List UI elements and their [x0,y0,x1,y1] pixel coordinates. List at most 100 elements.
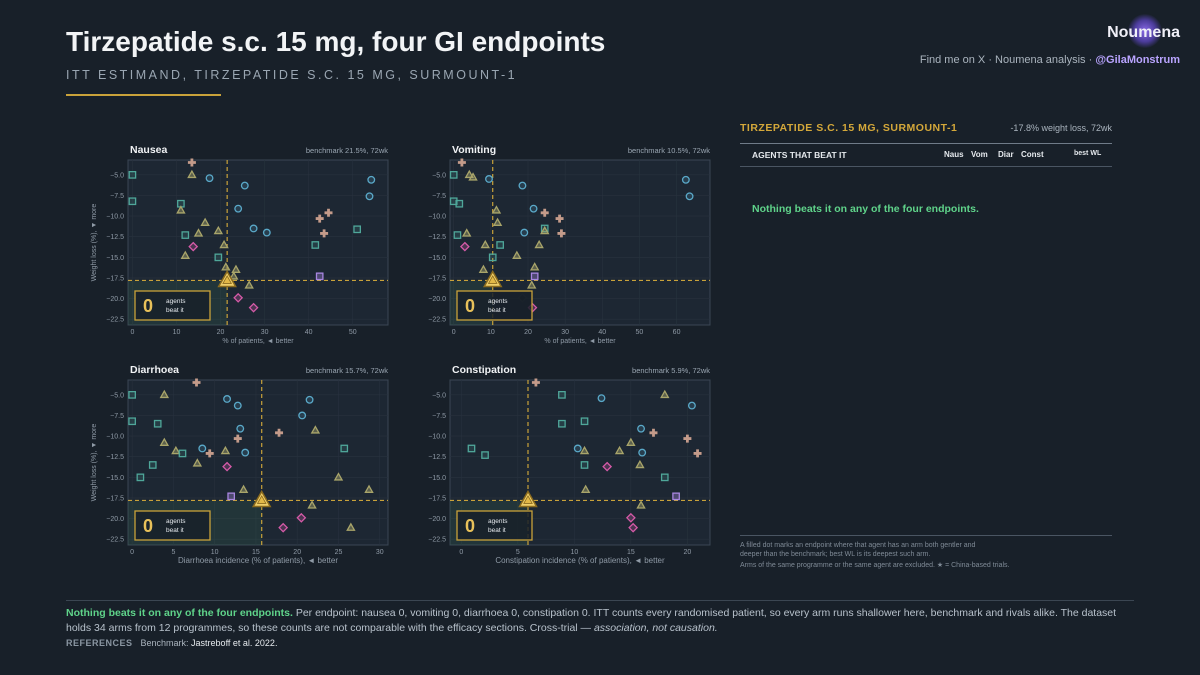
data-point-29 [307,500,317,509]
data-point-14 [492,217,503,226]
data-point-20 [635,459,645,469]
data-point-29 [315,272,324,281]
benchmark-marker-inner [523,495,533,504]
x-tick-label: 10 [173,329,181,336]
data-point-10 [529,204,538,213]
data-point-2 [660,389,670,399]
y-tick-label: −20.0 [106,296,124,303]
y-tick-label: −20.0 [106,516,124,523]
benchmark-marker-inner [222,275,233,284]
data-point-30 [296,512,307,523]
data-point-0 [457,158,466,167]
data-point-13 [555,214,564,223]
col-diarrhoea: Diar [998,150,1014,159]
data-point-30 [527,280,537,289]
count-box [134,290,211,321]
data-point-6 [681,175,690,184]
count-label-1: agents [488,518,508,525]
agents-table-header: AGENTS THAT BEAT IT Naus Vom Diar Const … [740,143,1112,167]
chart-title: Constipation [452,364,516,376]
y-tick-label: −10.0 [106,214,124,221]
note-line-2: deeper than the benchmark; best WL is it… [740,551,931,558]
data-point-3 [597,394,606,403]
data-point-21 [192,458,203,467]
data-point-6 [580,417,589,426]
data-point-19 [602,461,613,472]
x-tick-label: 15 [252,549,260,556]
y-tick-label: −22.5 [428,537,446,544]
data-point-24 [136,473,145,482]
x-axis-label: Constipation incidence (% of patients), … [495,556,665,565]
data-point-2 [128,170,137,179]
data-point-1 [449,170,458,179]
data-point-24 [480,239,490,249]
data-point-0 [531,378,540,387]
byline[interactable]: Find me on X · Noumena analysis · @GilaM… [920,54,1180,66]
x-tick-label: 50 [349,329,357,336]
x-axis-label: % of patients, ◄ better [222,338,294,345]
y-tick-label: −12.5 [428,454,446,461]
data-point-29 [530,272,539,281]
x-tick-label: 60 [673,329,681,336]
data-point-19 [320,229,329,238]
data-point-16 [693,449,702,458]
data-point-8 [649,428,658,437]
benchmark-marker-inner [256,495,267,504]
data-point-20 [340,444,349,453]
data-point-24 [636,500,646,509]
count-box [134,510,211,541]
x-tick-label: 15 [627,549,635,556]
data-point-5 [305,395,314,404]
x-tick-label: 50 [636,329,644,336]
x-tick-label: 30 [561,329,569,336]
data-point-1 [128,390,136,399]
data-point-14 [181,231,190,239]
data-point-6 [205,174,214,183]
data-point-24 [180,250,190,259]
chart-panel-diarrhoea: −5.0 −7.5 −10.0 −12.5 −15.0 −17.5 −20.0 −22.5 0 5… [91,364,389,565]
x-tick-label: 10 [570,549,578,556]
page-title: Tirzepatide s.c. 15 mg, four GI endpoint… [66,26,606,57]
data-point-22 [580,484,591,493]
y-tick-label: −7.5 [110,193,124,200]
benchmark-label: benchmark 10.5%, 72wk [628,146,710,155]
data-point-16 [205,449,214,458]
data-point-3 [468,172,478,181]
byline-handle-link[interactable]: @GilaMonstrum [1095,54,1180,66]
data-point-16 [262,228,271,237]
data-point-21 [311,241,320,249]
reference-link[interactable]: Jastreboff et al. 2022. [191,638,278,648]
right-panel-benchmark: -17.8% weight loss, 72wk [1010,123,1112,133]
data-point-4 [687,401,696,410]
y-tick-label: −17.5 [428,275,446,282]
data-point-5 [176,205,186,214]
y-tick-label: −15.0 [428,255,446,262]
data-point-18 [178,449,187,458]
count-label-2: beat it [166,527,184,534]
data-point-3 [128,197,137,206]
x-tick-label: 30 [261,329,269,336]
count-label-1: agents [166,298,186,305]
data-point-9 [455,199,464,208]
data-point-20 [462,228,472,237]
chart-title: Nausea [130,144,168,156]
y-tick-label: −7.5 [110,413,124,420]
page-subtitle: ITT ESTIMAND, TIRZEPATIDE S.C. 15 MG, SU… [66,68,518,82]
data-point-22 [459,241,470,252]
col-agents: AGENTS THAT BEAT IT [752,150,847,160]
data-point-0 [192,378,201,387]
x-tick-label: 10 [211,549,219,556]
data-point-25 [625,512,636,523]
beat-count: 0 [143,516,153,536]
data-point-12 [540,208,549,217]
data-point-1 [187,169,197,179]
x-tick-label: 25 [335,549,343,556]
byline-prefix: Find me on X · Noumena analysis · [919,54,1096,66]
data-point-26 [238,484,249,493]
data-point-17 [557,229,566,238]
x-tick-label: 5 [171,549,175,556]
y-tick-label: −5.0 [432,172,446,179]
references-prefix: Benchmark: [140,638,192,648]
data-point-12 [467,444,476,453]
